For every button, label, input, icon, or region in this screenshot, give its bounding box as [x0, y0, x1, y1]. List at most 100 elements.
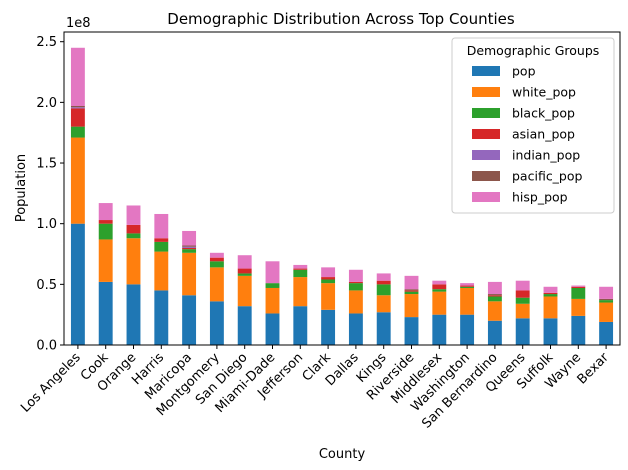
bar-segment-pop — [543, 318, 558, 345]
bar-segment-hisp_pop — [293, 264, 308, 269]
legend-box — [451, 37, 615, 214]
legend-title: Demographic Groups — [467, 43, 600, 58]
bar-segment-black_pop — [487, 296, 502, 302]
bar-segment-white_pop — [154, 251, 169, 291]
bar-segment-hisp_pop — [348, 269, 363, 282]
legend-swatch-white_pop — [472, 87, 500, 97]
y-tick-label: 1.0 — [36, 217, 57, 232]
bar-segment-asian_pop — [487, 295, 502, 297]
bar-segment-black_pop — [599, 300, 614, 303]
bar-segment-asian_pop — [126, 224, 141, 234]
bar-segment-white_pop — [543, 296, 558, 319]
bar-segment-asian_pop — [515, 290, 530, 298]
bar-segment-black_pop — [571, 287, 586, 299]
bar-segment-white_pop — [98, 239, 113, 282]
bar-segment-pacific_pop — [487, 294, 502, 296]
bar-segment-hisp_pop — [515, 280, 530, 291]
y-tick-label: 1.5 — [36, 157, 57, 172]
bar-segment-black_pop — [321, 279, 336, 284]
bar-segment-hisp_pop — [182, 230, 197, 246]
legend-label-hisp_pop: hisp_pop — [512, 190, 568, 205]
bar-segment-pop — [265, 313, 280, 345]
bar-segment-white_pop — [348, 290, 363, 314]
bar-segment-hisp_pop — [321, 267, 336, 278]
bar-segment-white_pop — [460, 287, 475, 315]
bar-segment-black_pop — [126, 233, 141, 239]
bar-segment-asian_pop — [237, 268, 252, 274]
legend: Demographic Groups pop white_pop black_pop… — [451, 37, 615, 214]
bar-segment-black_pop — [98, 223, 113, 240]
legend-swatch-indian_pop — [472, 150, 500, 160]
legend-swatch-black_pop — [472, 108, 500, 118]
bar-segment-pacific_pop — [599, 298, 614, 301]
bar-segment-pop — [432, 314, 447, 345]
bar-segment-hisp_pop — [154, 213, 169, 239]
bar-segment-pacific_pop — [182, 245, 197, 247]
bar-segment-pop — [293, 306, 308, 345]
legend-label-pacific_pop: pacific_pop — [512, 169, 583, 184]
bar-segment-pop — [376, 312, 391, 345]
bar-segment-pacific_pop — [70, 106, 85, 108]
bar-segment-hisp_pop — [237, 255, 252, 269]
bar-segment-white_pop — [209, 267, 224, 302]
y-tick-label: 0.0 — [36, 339, 57, 354]
bar-segment-pop — [321, 309, 336, 345]
x-tick-label: Los Angeles — [18, 350, 84, 416]
bar-segment-hisp_pop — [209, 252, 224, 258]
bar-segment-black_pop — [237, 273, 252, 276]
bar-segment-black_pop — [515, 297, 530, 304]
bar-segment-asian_pop — [348, 281, 363, 284]
bar-segment-asian_pop — [209, 257, 224, 262]
chart-title: Demographic Distribution Across Top Coun… — [167, 10, 515, 28]
bar-segment-asian_pop — [376, 280, 391, 285]
legend-label-black_pop: black_pop — [512, 106, 575, 121]
bar-segment-pop — [404, 317, 419, 345]
bar-segment-hisp_pop — [460, 283, 475, 286]
bar-segment-white_pop — [432, 291, 447, 315]
bar-segment-asian_pop — [571, 286, 586, 288]
legend-items: pop white_pop black_pop asian_pop indian_pop… — [472, 64, 583, 205]
bar-segment-white_pop — [70, 137, 85, 224]
bar-segment-white_pop — [571, 298, 586, 316]
legend-swatch-asian_pop — [472, 129, 500, 139]
bar-segment-white_pop — [376, 295, 391, 313]
bar-segment-white_pop — [321, 283, 336, 310]
bar-segment-black_pop — [70, 126, 85, 138]
y-scale-note: 1e8 — [66, 16, 91, 31]
bar-segment-hisp_pop — [70, 47, 85, 106]
bar-segment-black_pop — [376, 284, 391, 296]
bar-segment-hisp_pop — [265, 261, 280, 284]
bar-segment-black_pop — [182, 249, 197, 253]
bar-segment-pop — [571, 315, 586, 345]
bar-segment-asian_pop — [154, 238, 169, 242]
bar-segment-pop — [460, 314, 475, 345]
bar-segment-white_pop — [404, 294, 419, 318]
bar-segment-black_pop — [348, 283, 363, 291]
y-axis-label: Population — [14, 154, 29, 222]
bar-segment-asian_pop — [432, 284, 447, 290]
bar-segment-pop — [599, 321, 614, 345]
bar-segment-pop — [237, 306, 252, 345]
bar-segment-pop — [515, 318, 530, 345]
x-axis: Los AngelesCookOrangeHarrisMaricopaMontg… — [18, 345, 612, 432]
bar-segment-hisp_pop — [432, 280, 447, 285]
bar-segment-white_pop — [182, 252, 197, 296]
bar-segment-black_pop — [209, 261, 224, 268]
bar-segment-hisp_pop — [126, 205, 141, 225]
bar-segment-asian_pop — [321, 277, 336, 280]
x-axis-label: County — [319, 447, 366, 462]
bar-segment-asian_pop — [293, 268, 308, 270]
bar-segment-asian_pop — [182, 247, 197, 250]
bar-segment-indian_pop — [70, 107, 85, 109]
y-tick-label: 2.5 — [36, 35, 57, 50]
bar-segment-black_pop — [154, 241, 169, 252]
bar-segment-asian_pop — [70, 108, 85, 127]
bar-segment-white_pop — [515, 303, 530, 319]
bar-segment-hisp_pop — [376, 273, 391, 281]
bar-segment-white_pop — [293, 277, 308, 307]
bar-segment-hisp_pop — [571, 285, 586, 287]
bar-segment-white_pop — [599, 302, 614, 322]
x-tick-label: Bexar — [575, 350, 613, 388]
bar-segment-black_pop — [404, 291, 419, 295]
